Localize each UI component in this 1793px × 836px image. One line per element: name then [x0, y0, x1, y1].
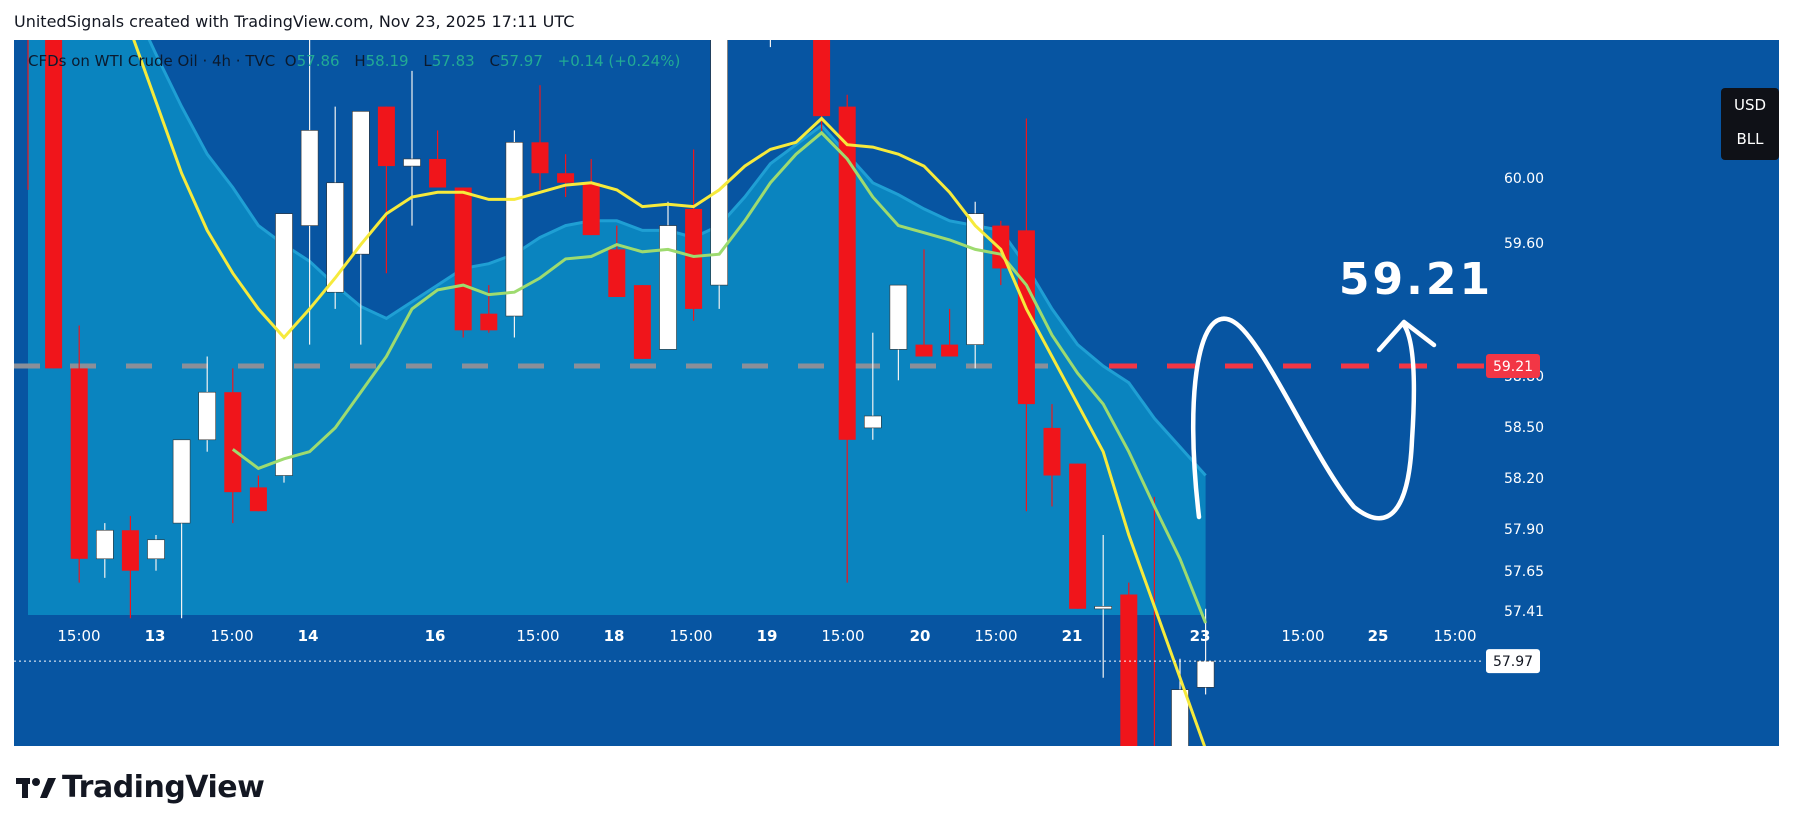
candle-body — [710, 40, 729, 286]
candle-body — [966, 213, 985, 345]
symbol-title[interactable]: CFDs on WTI Crude Oil · 4h · TVC — [28, 52, 276, 70]
symbol-legend: CFDs on WTI Crude Oil · 4h · TVC O57.86 … — [28, 52, 690, 70]
currency-code[interactable]: USD — [1733, 96, 1767, 114]
time-tick-label: 15:00 — [974, 627, 1017, 645]
candle-body — [300, 130, 319, 226]
candle-body — [45, 40, 63, 369]
candle-body — [96, 529, 114, 560]
price-tick-label: 57.41 — [1504, 604, 1544, 620]
candle-body — [275, 213, 293, 476]
candle-body — [1196, 660, 1215, 688]
time-axis-strip — [14, 615, 1779, 746]
legend-low-value: 57.83 — [431, 52, 475, 70]
time-tick-label: 13 — [145, 627, 166, 645]
legend-close-value: 57.97 — [499, 52, 543, 70]
chart-attribution: UnitedSignals created with TradingView.c… — [14, 12, 575, 31]
time-tick-label: 16 — [425, 627, 446, 645]
time-tick-label: 15:00 — [669, 627, 712, 645]
currency-unit[interactable]: BLL — [1736, 130, 1764, 148]
time-tick-label: 20 — [910, 627, 931, 645]
candle-body — [1171, 689, 1189, 746]
candle-body — [1120, 594, 1138, 746]
tradingview-brand[interactable]: TradingView — [16, 770, 265, 805]
ma-ribbon-area — [28, 40, 1206, 615]
legend-close-label: C — [489, 52, 500, 70]
candle-body — [70, 368, 88, 559]
target-price-tag — [1486, 354, 1540, 379]
candle-body — [813, 40, 831, 117]
ma-ribbon-edge — [147, 40, 1207, 477]
projection-path — [1191, 316, 1417, 521]
currency-selector[interactable]: USD BLL — [1721, 88, 1779, 160]
price-tick-label: 57.65 — [1504, 564, 1544, 580]
price-tick-label: 60.00 — [1504, 171, 1544, 187]
target-annotation: 59.21 — [1339, 254, 1493, 305]
time-tick-label: 18 — [604, 627, 625, 645]
candle-body — [1069, 463, 1087, 609]
price-tick-label: 58.50 — [1504, 420, 1544, 436]
candle-body — [557, 173, 575, 183]
current-price-tag — [1486, 649, 1540, 674]
candle-body — [351, 111, 370, 255]
candle-body — [1094, 606, 1112, 610]
candle-body — [480, 313, 498, 331]
legend-low-label: L — [423, 52, 432, 70]
legend-open-label: O — [284, 52, 297, 70]
price-tick-label: 57.90 — [1504, 522, 1544, 538]
time-tick-label: 15:00 — [210, 627, 253, 645]
candle-body — [582, 182, 600, 236]
tradingview-logo-icon — [16, 777, 56, 798]
chart-panel[interactable]: 59.2160.0059.6058.8058.5058.2057.9057.65… — [14, 40, 1779, 746]
time-tick-label: 19 — [757, 627, 778, 645]
time-tick-label: 23 — [1190, 627, 1211, 645]
candle-body — [1017, 230, 1035, 405]
candle-body — [1043, 427, 1061, 476]
ma-fast-line — [132, 40, 1207, 746]
candle-body — [941, 344, 959, 357]
candle-body — [863, 415, 882, 429]
price-tick-label: 58.20 — [1504, 471, 1544, 487]
candle-body — [172, 439, 191, 524]
ma-slow-line — [231, 130, 1207, 624]
candle-body — [659, 225, 677, 350]
time-tick-label: 15:00 — [57, 627, 100, 645]
candle-body — [505, 142, 524, 317]
candle-body — [198, 391, 216, 441]
time-tick-label: 15:00 — [821, 627, 864, 645]
legend-high-label: H — [354, 52, 366, 70]
price-chart[interactable]: 59.2160.0059.6058.8058.5058.2057.9057.65… — [14, 40, 1779, 746]
candle-body — [915, 344, 933, 357]
candle-body — [224, 392, 242, 493]
projection-arrowhead — [1376, 319, 1437, 353]
legend-change: +0.14 (+0.24%) — [557, 52, 681, 70]
time-tick-label: 15:00 — [1433, 627, 1476, 645]
price-tick-label: 59.60 — [1504, 236, 1544, 252]
time-tick-label: 15:00 — [1281, 627, 1324, 645]
candle-body — [147, 539, 165, 560]
candle-body — [403, 158, 421, 167]
candle-body — [633, 285, 651, 359]
current-price-tag-label: 57.97 — [1493, 654, 1533, 670]
candle-body — [377, 106, 395, 167]
legend-open-value: 57.86 — [296, 52, 340, 70]
candle-body — [889, 284, 908, 350]
candle-body — [454, 187, 472, 331]
target-price-tag-label: 59.21 — [1493, 359, 1533, 375]
candle-body — [531, 142, 549, 174]
time-tick-label: 25 — [1368, 627, 1389, 645]
tradingview-wordmark: TradingView — [62, 770, 265, 805]
time-tick-label: 15:00 — [516, 627, 559, 645]
candle-body — [608, 249, 626, 297]
time-tick-label: 21 — [1062, 627, 1083, 645]
candle-body — [326, 182, 345, 293]
candle-body — [249, 487, 267, 512]
candle-body — [838, 106, 856, 440]
legend-high-value: 58.19 — [365, 52, 409, 70]
time-tick-label: 14 — [298, 627, 319, 645]
candle-body — [685, 208, 703, 309]
candle-body — [429, 158, 447, 188]
candle-body — [121, 530, 139, 571]
